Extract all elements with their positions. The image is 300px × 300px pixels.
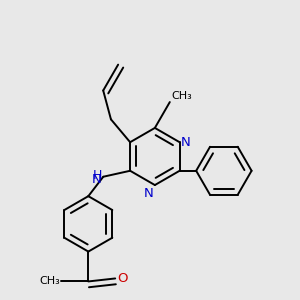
Text: H: H (92, 169, 102, 182)
Text: N: N (181, 136, 191, 149)
Text: CH₃: CH₃ (171, 91, 192, 101)
Text: N: N (92, 173, 102, 186)
Text: CH₃: CH₃ (39, 276, 60, 286)
Text: O: O (117, 272, 128, 285)
Text: N: N (143, 187, 153, 200)
